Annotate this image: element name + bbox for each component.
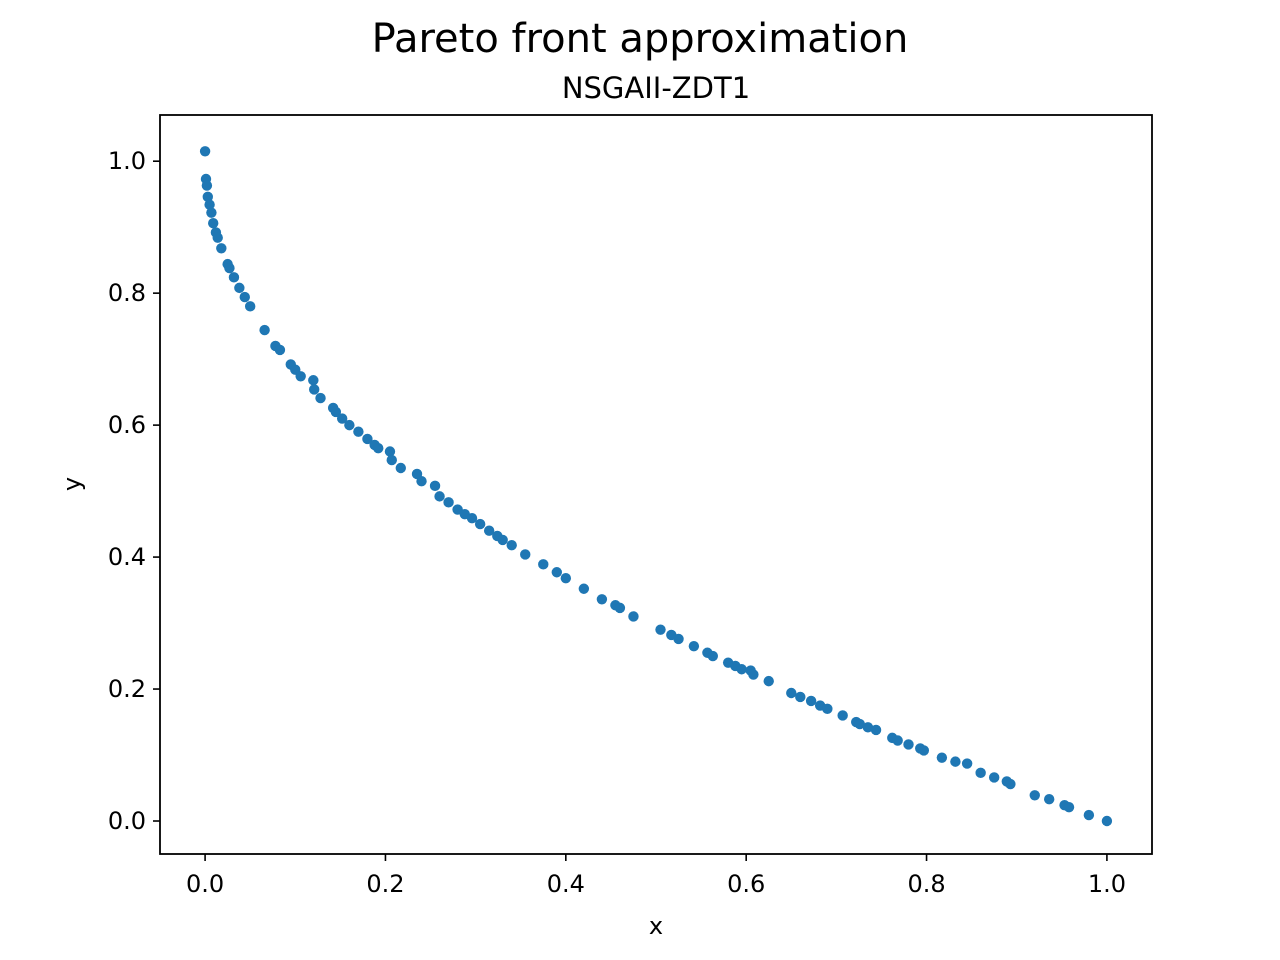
- plot-frame: [159, 114, 1153, 855]
- data-point: [854, 718, 866, 730]
- data-point: [822, 703, 833, 715]
- data-point: [988, 772, 1000, 783]
- data-point: [330, 406, 342, 418]
- data-point: [386, 454, 397, 466]
- data-point: [362, 433, 373, 445]
- data-point: [961, 758, 973, 769]
- data-point: [224, 262, 235, 274]
- y-tick-label: 0.6: [108, 411, 146, 439]
- data-point: [736, 664, 747, 675]
- data-point: [202, 191, 213, 203]
- data-point: [244, 301, 256, 312]
- data-point: [892, 735, 903, 746]
- data-point: [206, 207, 217, 218]
- data-point: [560, 572, 572, 584]
- data-point: [274, 344, 286, 356]
- x-tick-label: 1.0: [1088, 870, 1126, 898]
- data-point: [216, 243, 227, 254]
- data-point: [483, 525, 495, 536]
- data-point: [201, 180, 213, 191]
- data-point: [1005, 778, 1016, 790]
- data-point: [551, 567, 562, 578]
- data-point: [1029, 790, 1040, 801]
- data-point: [259, 324, 270, 336]
- data-point: [373, 443, 384, 454]
- data-point: [950, 756, 961, 767]
- data-point: [443, 497, 454, 508]
- data-point: [336, 413, 348, 424]
- x-tick-label: 0.0: [186, 870, 224, 898]
- data-point: [805, 695, 817, 707]
- data-point: [673, 633, 684, 645]
- data-point: [353, 426, 364, 437]
- data-point: [416, 476, 427, 487]
- y-tick-label: 1.0: [108, 147, 146, 175]
- data-point: [204, 199, 215, 210]
- data-point: [466, 512, 478, 524]
- data-point: [434, 491, 445, 502]
- y-axis-label: y: [58, 477, 86, 491]
- data-point: [748, 669, 759, 680]
- data-point: [1101, 815, 1113, 827]
- y-tick-label: 0.0: [108, 807, 146, 835]
- data-point: [212, 232, 223, 243]
- data-point: [1083, 809, 1095, 821]
- x-axis-label: x: [649, 912, 663, 940]
- y-tick-label: 0.8: [108, 279, 146, 307]
- data-point: [395, 462, 406, 474]
- data-point: [936, 752, 948, 763]
- data-point: [707, 650, 719, 662]
- data-point: [520, 549, 531, 560]
- data-point: [903, 739, 914, 750]
- x-tick-label: 0.4: [547, 870, 585, 898]
- data-point: [578, 583, 590, 594]
- data-point: [763, 675, 774, 687]
- data-point: [918, 745, 930, 756]
- data-point: [688, 640, 700, 652]
- chart-title: Pareto front approximation: [372, 16, 909, 62]
- data-point: [837, 710, 848, 721]
- chart-subtitle: NSGAII-ZDT1: [562, 71, 750, 105]
- data-point: [295, 371, 306, 382]
- x-axis: 0.0 0.2 0.4 0.6 0.8 1.0: [186, 854, 1126, 898]
- data-point: [506, 540, 517, 551]
- data-point: [786, 687, 797, 699]
- data-point: [870, 724, 882, 736]
- x-tick-label: 0.2: [366, 870, 404, 898]
- y-tick-label: 0.4: [108, 543, 146, 571]
- data-point: [628, 611, 639, 622]
- data-point: [474, 518, 486, 530]
- data-point: [309, 384, 320, 395]
- data-point: [228, 272, 240, 283]
- data-point: [315, 392, 326, 404]
- data-points: [199, 146, 1113, 827]
- data-point: [862, 722, 874, 733]
- data-point: [795, 691, 806, 703]
- data-point: [975, 767, 986, 779]
- data-point: [497, 534, 508, 546]
- y-axis: 0.0 0.2 0.4 0.6 0.8 1.0: [108, 147, 160, 835]
- data-point: [308, 375, 319, 386]
- data-point: [239, 291, 250, 303]
- data-point: [1043, 794, 1055, 805]
- data-point: [384, 446, 396, 457]
- data-point: [538, 559, 549, 570]
- data-point: [655, 624, 666, 635]
- data-point: [1063, 801, 1075, 813]
- data-point: [596, 594, 608, 605]
- data-point: [344, 419, 355, 431]
- x-tick-label: 0.6: [727, 870, 765, 898]
- y-tick-label: 0.2: [108, 675, 146, 703]
- data-point: [614, 602, 626, 614]
- x-tick-label: 0.8: [907, 870, 945, 898]
- data-point: [199, 146, 211, 157]
- data-point: [429, 480, 441, 492]
- data-point: [208, 218, 219, 229]
- data-point: [234, 282, 245, 294]
